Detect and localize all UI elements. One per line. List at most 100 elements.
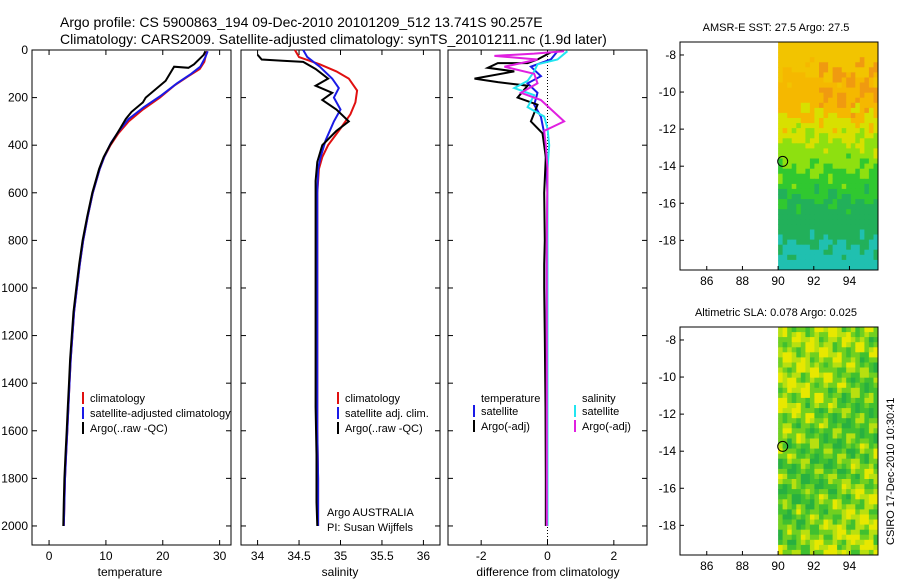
- map-cell: [778, 519, 784, 526]
- map-cell: [873, 214, 879, 220]
- y-tick-label: -10: [659, 85, 677, 99]
- map-cell: [837, 229, 843, 236]
- map-cell: [805, 163, 811, 170]
- map-cell: [846, 204, 852, 210]
- map-cell: [809, 448, 815, 455]
- map-cell: [837, 509, 843, 515]
- map-cell: [846, 148, 852, 154]
- map-cell: [819, 224, 824, 230]
- map-cell: [791, 397, 797, 404]
- map-cell: [846, 107, 852, 114]
- map-cell: [832, 428, 838, 434]
- y-tick-label: -12: [659, 407, 677, 421]
- map-cell: [846, 183, 852, 190]
- map-cell: [787, 123, 793, 129]
- map-cell: [809, 153, 815, 160]
- map-cell: [859, 362, 865, 369]
- x-tick-label: 35: [334, 549, 348, 563]
- map-cell: [873, 463, 879, 470]
- map-cell: [873, 42, 879, 48]
- map-cell: [823, 433, 829, 439]
- map-cell: [841, 377, 847, 384]
- map-cell: [832, 254, 838, 261]
- map-cell: [828, 209, 834, 215]
- map-cell: [787, 214, 793, 220]
- map-cell: [800, 549, 806, 556]
- map-cell: [796, 128, 802, 134]
- map-cell: [796, 509, 802, 515]
- map-cell: [855, 52, 861, 58]
- map-cell: [864, 534, 870, 541]
- map-cell: [832, 509, 838, 515]
- map-cell: [832, 153, 838, 160]
- map-cell: [778, 254, 784, 261]
- x-tick-label: 88: [736, 559, 750, 573]
- map-cell: [791, 62, 797, 68]
- map-cell: [855, 408, 861, 414]
- map-cell: [841, 244, 847, 251]
- map-cell: [805, 413, 811, 419]
- map-cell: [864, 479, 870, 485]
- map-cell: [828, 408, 834, 414]
- map-cell: [868, 219, 874, 225]
- map-cell: [873, 428, 879, 434]
- map-cell: [819, 484, 824, 490]
- series-line: [511, 50, 569, 526]
- map-cell: [868, 264, 874, 271]
- map-cell: [828, 509, 834, 515]
- map-cell: [809, 332, 815, 338]
- map-cell: [800, 377, 806, 384]
- map-cell: [782, 387, 788, 394]
- map-cell: [800, 453, 806, 460]
- map-cell: [823, 544, 829, 551]
- map-cell: [796, 133, 802, 139]
- map-cell: [850, 107, 856, 114]
- map-cell: [846, 92, 852, 99]
- map-cell: [841, 362, 847, 369]
- map-cell: [800, 387, 806, 394]
- map-cell: [791, 214, 797, 220]
- map-cell: [828, 188, 834, 195]
- map-cell: [778, 539, 784, 546]
- map-cell: [778, 509, 784, 515]
- map-cell: [796, 458, 802, 465]
- map-cell: [837, 178, 843, 185]
- series-line: [474, 51, 552, 526]
- map-cell: [787, 92, 793, 99]
- map-cell: [800, 183, 806, 190]
- map-cell: [796, 72, 802, 78]
- map-cell: [791, 254, 797, 261]
- map-cell: [800, 539, 806, 546]
- map-cell: [832, 214, 838, 220]
- map-cell: [791, 158, 797, 165]
- map-cell: [846, 352, 852, 358]
- map-cell: [864, 224, 870, 230]
- map-cell: [850, 102, 856, 109]
- map-cell: [828, 138, 834, 144]
- map-cell: [873, 163, 879, 170]
- map-cell: [837, 102, 843, 109]
- map-cell: [787, 52, 793, 58]
- map-cell: [814, 158, 820, 165]
- map-cell: [859, 539, 865, 546]
- map-cell: [864, 549, 870, 556]
- map-cell: [832, 219, 838, 225]
- map-cell: [796, 229, 802, 236]
- map-cell: [859, 489, 865, 495]
- map-cell: [782, 62, 788, 68]
- map-cell: [837, 362, 843, 369]
- map-cell: [814, 337, 820, 343]
- map-cell: [837, 392, 843, 399]
- map-cell: [819, 219, 824, 225]
- map-cell: [828, 479, 834, 485]
- map-cell: [800, 397, 806, 404]
- map-cell: [855, 107, 861, 114]
- map-cell: [837, 367, 843, 374]
- map-cell: [778, 544, 784, 551]
- map-cell: [796, 473, 802, 480]
- map-cell: [841, 133, 847, 139]
- map-cell: [850, 524, 856, 531]
- map-cell: [800, 259, 806, 266]
- map-cell: [832, 163, 838, 170]
- map-cell: [832, 473, 838, 480]
